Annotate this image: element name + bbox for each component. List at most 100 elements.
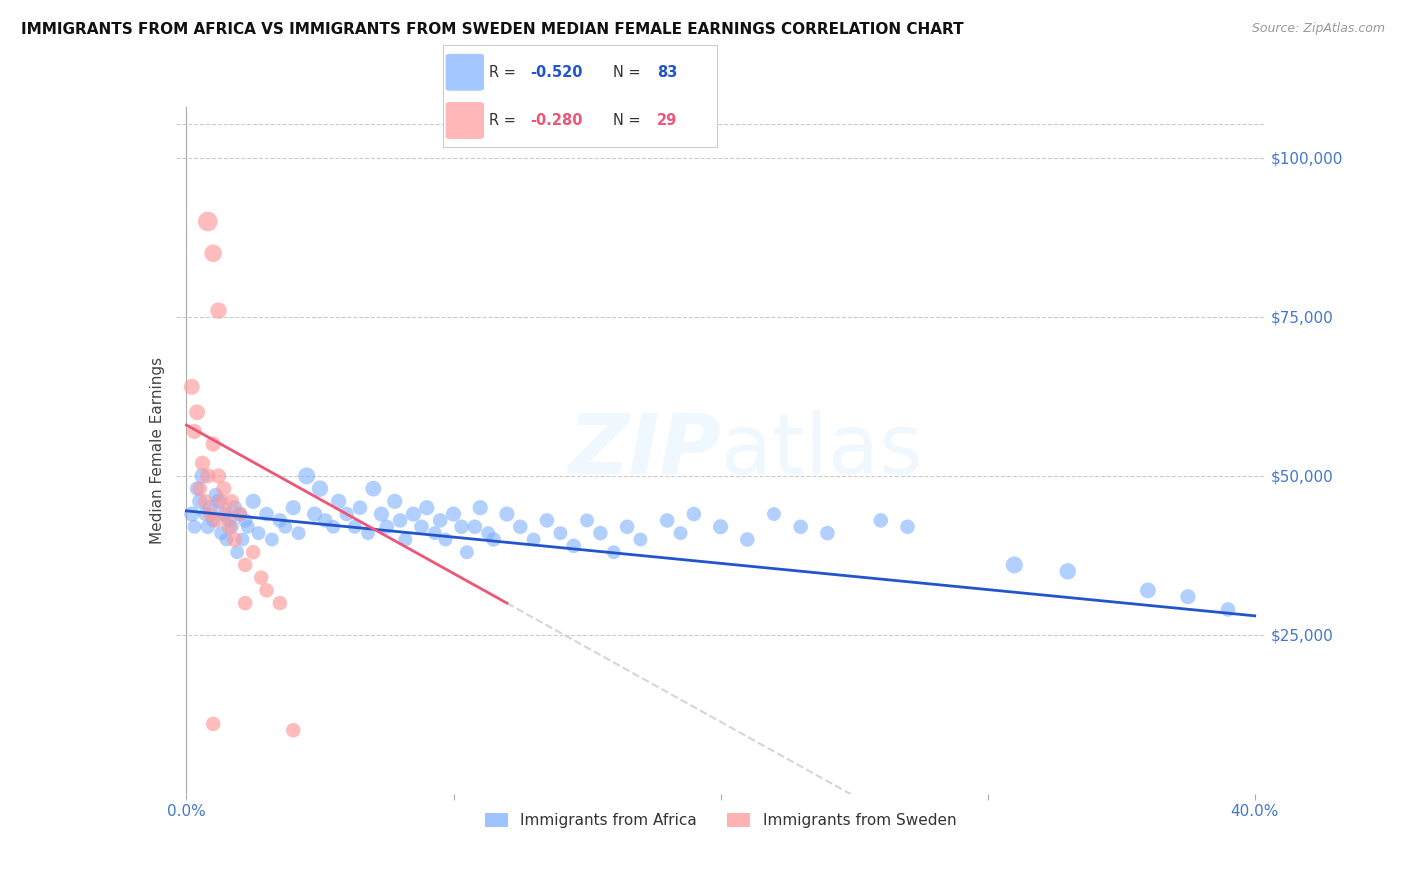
Point (197, 214, 219, 228)
Point (423, 526, 446, 541)
Point (204, 513, 226, 527)
Point (309, 482, 332, 496)
Point (429, 513, 451, 527)
Point (550, 526, 572, 541)
Point (283, 723, 305, 738)
Text: atlas: atlas (721, 410, 922, 491)
Text: IMMIGRANTS FROM AFRICA VS IMMIGRANTS FROM SWEDEN MEDIAN FEMALE EARNINGS CORRELAT: IMMIGRANTS FROM AFRICA VS IMMIGRANTS FRO… (21, 22, 963, 37)
Point (231, 533, 253, 547)
Point (269, 596, 291, 610)
Text: 29: 29 (657, 113, 678, 128)
Point (209, 494, 232, 508)
Legend: Immigrants from Africa, Immigrants from Sweden: Immigrants from Africa, Immigrants from … (479, 806, 962, 834)
Point (630, 533, 652, 547)
Point (283, 500, 305, 515)
FancyBboxPatch shape (446, 54, 484, 91)
Text: ZIP: ZIP (568, 410, 721, 491)
Point (200, 500, 222, 515)
Point (224, 533, 246, 547)
Point (202, 246, 225, 260)
Point (328, 494, 350, 508)
Point (735, 533, 758, 547)
Point (207, 303, 229, 318)
Point (212, 482, 235, 496)
Point (464, 520, 486, 534)
Point (287, 526, 309, 541)
Point (896, 520, 918, 534)
Point (221, 494, 243, 508)
Point (357, 526, 380, 541)
Point (434, 533, 457, 547)
Point (233, 596, 256, 610)
Text: N =: N = (613, 113, 645, 128)
Point (384, 494, 406, 508)
Point (183, 520, 205, 534)
Point (576, 513, 599, 527)
Point (218, 513, 240, 527)
Text: 83: 83 (657, 65, 678, 79)
Point (1177, 590, 1199, 604)
Point (269, 513, 291, 527)
Point (202, 437, 225, 451)
Point (212, 507, 235, 521)
Point (389, 513, 412, 527)
Point (180, 507, 202, 521)
Point (343, 520, 366, 534)
Point (1002, 558, 1025, 572)
Point (200, 507, 222, 521)
Point (229, 507, 252, 521)
Point (477, 526, 499, 541)
Point (562, 539, 585, 553)
Point (375, 520, 398, 534)
Point (202, 513, 225, 527)
Point (260, 533, 283, 547)
Point (496, 507, 519, 521)
Point (207, 494, 229, 508)
Point (536, 513, 558, 527)
Point (194, 494, 217, 508)
Point (450, 520, 472, 534)
Point (869, 513, 891, 527)
Point (789, 520, 811, 534)
Point (322, 520, 344, 534)
Point (603, 545, 626, 559)
Point (1056, 564, 1078, 578)
Point (509, 520, 531, 534)
Point (256, 507, 278, 521)
Text: -0.520: -0.520 (530, 65, 583, 79)
Point (183, 425, 205, 439)
Point (191, 469, 214, 483)
Point (815, 526, 838, 541)
Point (194, 507, 217, 521)
Point (202, 717, 225, 731)
Point (616, 520, 638, 534)
Point (215, 533, 238, 547)
Point (256, 583, 278, 598)
Point (710, 520, 733, 534)
Point (204, 488, 226, 502)
Point (411, 520, 433, 534)
Point (657, 513, 679, 527)
Point (295, 469, 318, 483)
Point (218, 520, 240, 534)
Point (363, 482, 385, 496)
Point (314, 513, 336, 527)
Point (233, 558, 256, 572)
Text: R =: R = (489, 65, 522, 79)
Point (349, 500, 371, 515)
Point (221, 520, 243, 534)
FancyBboxPatch shape (446, 102, 484, 139)
Point (197, 520, 219, 534)
Point (188, 494, 211, 508)
Point (589, 526, 612, 541)
Point (242, 494, 264, 508)
Point (215, 507, 238, 521)
Point (336, 507, 359, 521)
Point (250, 571, 273, 585)
Point (416, 500, 439, 515)
Point (370, 507, 392, 521)
Point (229, 507, 252, 521)
Point (482, 533, 505, 547)
Text: R =: R = (489, 113, 522, 128)
Point (247, 526, 270, 541)
